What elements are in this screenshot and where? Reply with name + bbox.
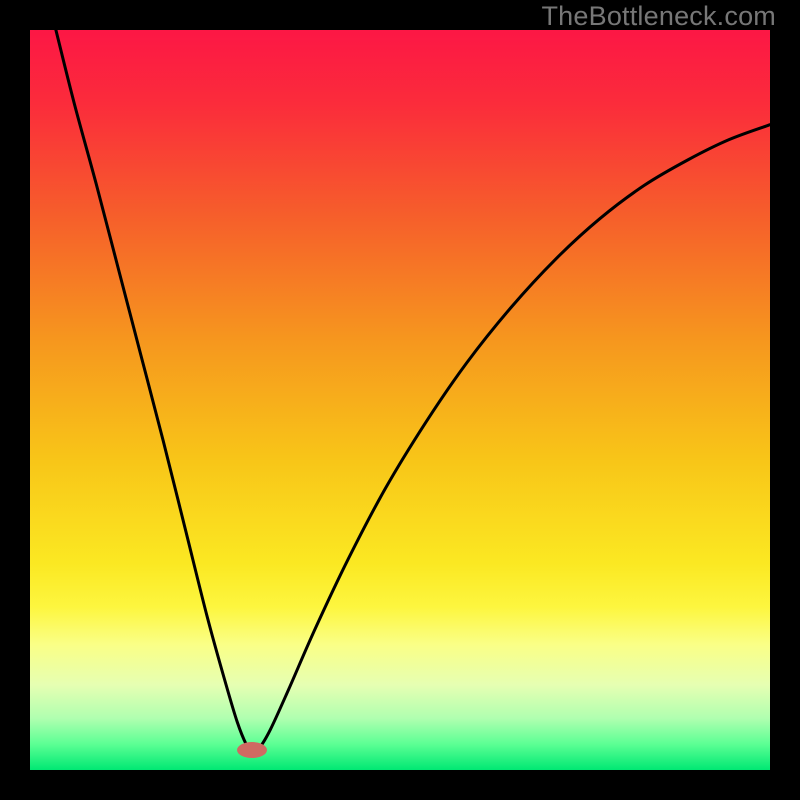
watermark-text: TheBottleneck.com	[541, 1, 776, 32]
optimum-marker	[237, 742, 267, 758]
chart-background	[30, 30, 770, 770]
bottleneck-chart	[0, 0, 800, 800]
chart-frame: TheBottleneck.com	[0, 0, 800, 800]
